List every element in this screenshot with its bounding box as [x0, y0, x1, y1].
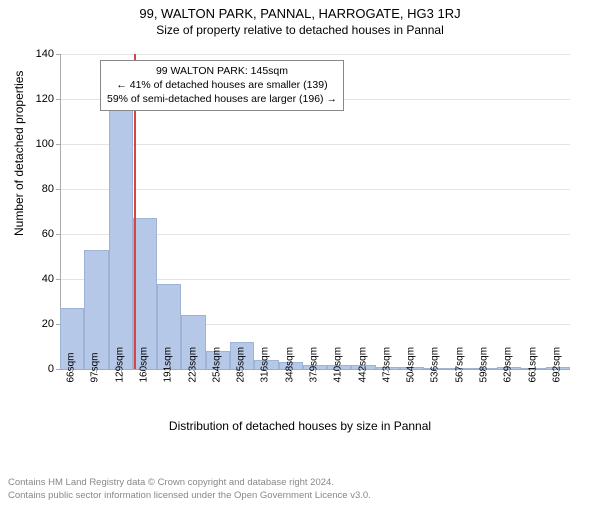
x-tick-mark	[315, 369, 316, 373]
annotation-line: ← 41% of detached houses are smaller (13…	[107, 78, 337, 92]
x-tick-mark	[339, 369, 340, 373]
x-tick-mark	[364, 369, 365, 373]
y-tick-label: 120	[14, 93, 54, 105]
x-tick-mark	[461, 369, 462, 373]
x-tick-mark	[72, 369, 73, 373]
y-tick-label: 0	[14, 363, 54, 375]
gridline	[60, 144, 570, 145]
y-tick-label: 100	[14, 138, 54, 150]
footer-attribution: Contains HM Land Registry data © Crown c…	[8, 477, 371, 502]
x-tick-mark	[242, 369, 243, 373]
gridline	[60, 54, 570, 55]
x-tick-mark	[291, 369, 292, 373]
footer-line2: Contains public sector information licen…	[8, 490, 371, 502]
x-tick-mark	[218, 369, 219, 373]
x-tick-mark	[509, 369, 510, 373]
x-tick-mark	[169, 369, 170, 373]
y-tick-label: 40	[14, 273, 54, 285]
footer-line1: Contains HM Land Registry data © Crown c…	[8, 477, 371, 489]
x-axis-label: Distribution of detached houses by size …	[0, 419, 600, 433]
x-tick-mark	[412, 369, 413, 373]
x-tick-mark	[436, 369, 437, 373]
y-tick-label: 140	[14, 48, 54, 60]
chart-plot-area: 02040608010012014066sqm97sqm129sqm160sqm…	[60, 54, 570, 419]
annotation-line: 59% of semi-detached houses are larger (…	[107, 92, 337, 106]
annotation-line: 99 WALTON PARK: 145sqm	[107, 64, 337, 78]
x-tick-mark	[96, 369, 97, 373]
x-tick-mark	[558, 369, 559, 373]
y-tick-label: 80	[14, 183, 54, 195]
annotation-callout: 99 WALTON PARK: 145sqm← 41% of detached …	[100, 60, 344, 111]
histogram-bar	[109, 99, 133, 369]
x-tick-mark	[145, 369, 146, 373]
x-tick-mark	[266, 369, 267, 373]
chart-title-main: 99, WALTON PARK, PANNAL, HARROGATE, HG3 …	[0, 6, 600, 21]
x-tick-mark	[194, 369, 195, 373]
x-tick-mark	[485, 369, 486, 373]
y-tick-label: 60	[14, 228, 54, 240]
gridline	[60, 189, 570, 190]
x-tick-mark	[121, 369, 122, 373]
chart-title-sub: Size of property relative to detached ho…	[0, 23, 600, 37]
y-tick-label: 20	[14, 318, 54, 330]
histogram-bar	[84, 250, 108, 369]
x-tick-mark	[534, 369, 535, 373]
x-tick-mark	[388, 369, 389, 373]
